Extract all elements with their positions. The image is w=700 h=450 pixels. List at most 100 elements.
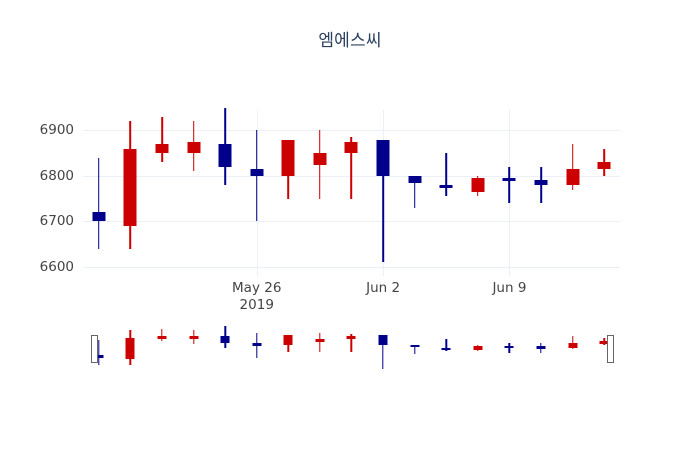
y-tick-label: 6900 [39,122,74,139]
range-slider-body [220,336,230,343]
candlestick-body [281,139,295,176]
range-slider-candlestick [399,325,431,373]
y-tick-label: 6700 [39,213,74,230]
range-slider-candlestick [241,325,273,373]
candlestick[interactable] [209,107,241,276]
candlestick-body [376,139,390,176]
candlestick[interactable] [525,110,557,276]
candlestick-wick [255,130,258,222]
candlestick-body [218,144,232,167]
candlestick-wick [508,166,511,204]
candlestick-wick [413,175,416,208]
candlestick-wick [319,130,321,199]
range-slider-body [157,336,167,339]
candlestick-body [313,153,327,165]
range-slider-candlestick [146,325,178,373]
candlestick[interactable] [494,110,526,276]
range-slider-candlestick [178,325,210,373]
candlestick-body [92,212,106,222]
range-slider-body [315,338,325,343]
x-axis-tick-labels: May 26 2019 Jun 2 Jun 9 [83,280,620,320]
range-slider-candlestick [115,325,147,373]
grid-line-horizontal [83,266,620,268]
range-slider-handle-right[interactable] [606,335,614,363]
candlestick-body [439,185,453,188]
range-slider-body [125,337,135,360]
range-slider-body [378,335,388,346]
candlestick-body [250,169,264,176]
range-slider-body [94,355,104,358]
range-slider-wick [382,335,384,370]
candlestick[interactable] [367,110,399,276]
range-slider-body [252,343,262,346]
candlestick-plot[interactable] [83,107,620,276]
candlestick[interactable] [588,110,620,276]
candlestick-wick [445,153,448,197]
range-slider-wick [319,332,321,352]
range-slider-wick [571,336,574,349]
candlestick-body [344,141,358,154]
candlestick[interactable] [336,110,368,276]
candlestick[interactable] [462,110,494,276]
candlestick-body [502,178,516,181]
y-axis-tick-labels: 6900 6800 6700 6600 [0,110,74,276]
candlestick-wick [571,144,574,190]
x-tick-label-primary: Jun 9 [492,280,527,296]
range-slider-body [536,346,546,349]
x-tick-label: Jun 9 [492,280,526,297]
candlestick[interactable] [399,110,431,276]
range-slider-handle-left[interactable] [91,335,99,363]
range-slider-candlestick [209,325,241,373]
range-slider-candlestick [304,325,336,373]
range-slider-candlestick [557,325,589,373]
candlestick[interactable] [557,110,589,276]
candlestick-wick [540,166,542,204]
range-slider-body [441,347,451,350]
x-tick-label: Jun 2 [366,280,400,297]
candlestick-wick [97,157,100,249]
candlestick-body [471,178,485,192]
range-slider-candlestick [588,325,620,373]
range-slider-body [504,345,514,349]
candlestick-body [534,180,548,186]
range-slider-wick [98,340,100,366]
candlestick[interactable] [273,110,305,276]
candlestick-body [597,162,611,170]
candlestick-wick [161,116,163,163]
range-slider-candlestick [83,325,115,373]
range-slider-wick [413,345,416,355]
candlestick-body [408,175,422,183]
candlestick-wick [350,137,353,199]
candlestick[interactable] [83,110,115,276]
range-slider-body [599,341,609,344]
range-slider[interactable] [83,325,620,373]
candlestick-body [155,144,169,154]
range-slider-candlestick [462,325,494,373]
range-slider-wick [350,334,353,352]
range-slider-body [283,335,293,346]
range-slider-candlestick [525,325,557,373]
candlestick-body [123,148,137,226]
candlestick[interactable] [430,110,462,276]
range-slider-body [473,345,483,350]
x-tick-label-primary: May 26 [232,280,282,296]
candlestick[interactable] [241,110,273,276]
range-slider-candlestick [494,325,526,373]
range-slider-body [410,345,420,348]
range-slider-wick [445,338,447,351]
candlestick-wick [382,139,384,263]
y-tick-label: 6600 [39,258,74,275]
y-tick-label: 6800 [39,167,74,184]
candlestick-body [566,169,580,186]
candlestick-body [187,141,201,154]
x-tick-label: May 26 2019 [232,280,281,314]
candlestick[interactable] [115,110,147,276]
range-slider-body [568,343,578,348]
range-slider-candlestick [367,325,399,373]
candlestick[interactable] [304,110,336,276]
range-slider-candlestick [336,325,368,373]
candlestick[interactable] [178,110,210,276]
range-slider-body [189,335,199,339]
candlestick[interactable] [146,110,178,276]
